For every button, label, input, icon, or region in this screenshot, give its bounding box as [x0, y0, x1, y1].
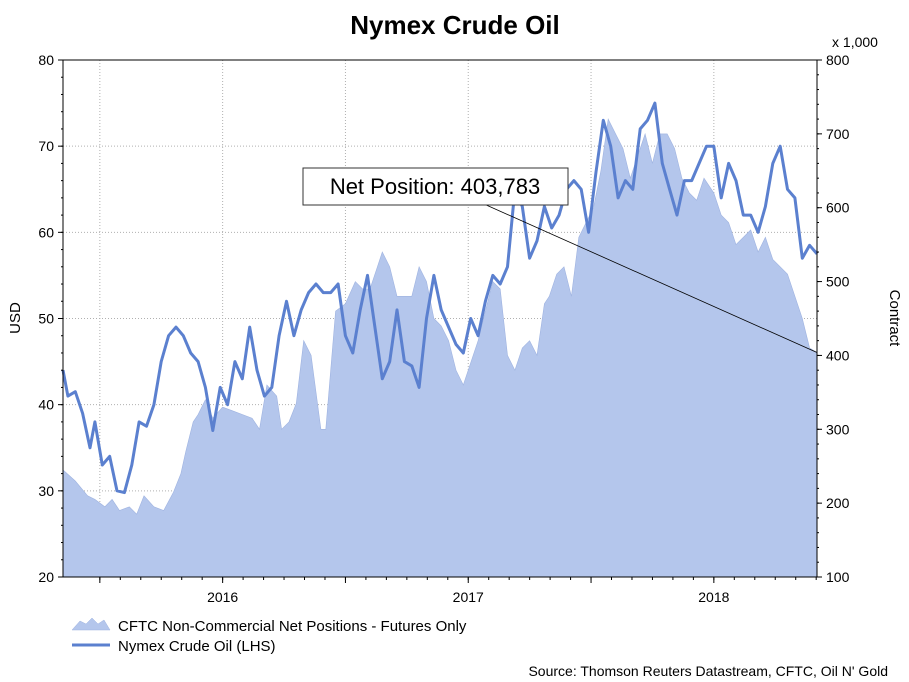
left-tick-label: 80	[38, 52, 54, 68]
legend-area-swatch	[71, 617, 111, 631]
right-tick-label: 400	[826, 347, 850, 363]
chart-title: Nymex Crude Oil	[350, 10, 560, 40]
left-axis: 20 30 40 50 60 70 80	[38, 52, 63, 585]
x-tick-label: 2017	[453, 589, 484, 605]
crude-oil-line-layer	[61, 101, 819, 495]
callout-box	[302, 167, 569, 206]
left-tick-label: 30	[38, 483, 54, 499]
legend-label-crude-oil: Nymex Crude Oil (LHS)	[118, 638, 276, 655]
x-tick-label: 2016	[207, 589, 238, 605]
annotation-callout: Net Position: 403,783	[302, 167, 818, 353]
right-axis: 100 200 300 400 500 600 700 800	[817, 52, 850, 585]
right-axis-multiplier: x 1,000	[832, 34, 878, 50]
x-tick-label: 2018	[698, 589, 729, 605]
x-axis: 2016 2017 2018	[99, 577, 817, 605]
left-tick-label: 70	[38, 138, 54, 154]
source-note: Source: Thomson Reuters Datastream, CFTC…	[528, 663, 888, 679]
callout-leader-line	[474, 199, 818, 353]
left-tick-label: 40	[38, 397, 54, 413]
right-tick-label: 100	[826, 569, 850, 585]
net-positions-area-layer	[62, 118, 818, 578]
right-tick-label: 600	[826, 200, 850, 216]
net-positions-area	[62, 118, 818, 578]
legend: CFTC Non-Commercial Net Positions - Futu…	[71, 617, 467, 655]
crude-oil-line	[61, 101, 819, 495]
left-tick-label: 60	[38, 224, 54, 240]
right-tick-label: 200	[826, 495, 850, 511]
callout-text: Net Position: 403,783	[330, 174, 540, 199]
left-axis-label: USD	[7, 302, 24, 334]
right-tick-label: 500	[826, 274, 850, 290]
right-tick-label: 700	[826, 126, 850, 142]
right-tick-label: 300	[826, 421, 850, 437]
legend-label-net-positions: CFTC Non-Commercial Net Positions - Futu…	[118, 618, 467, 635]
right-tick-label: 800	[826, 52, 850, 68]
left-tick-label: 50	[38, 311, 54, 327]
right-axis-label: Contract	[886, 290, 903, 348]
left-tick-label: 20	[38, 569, 54, 585]
